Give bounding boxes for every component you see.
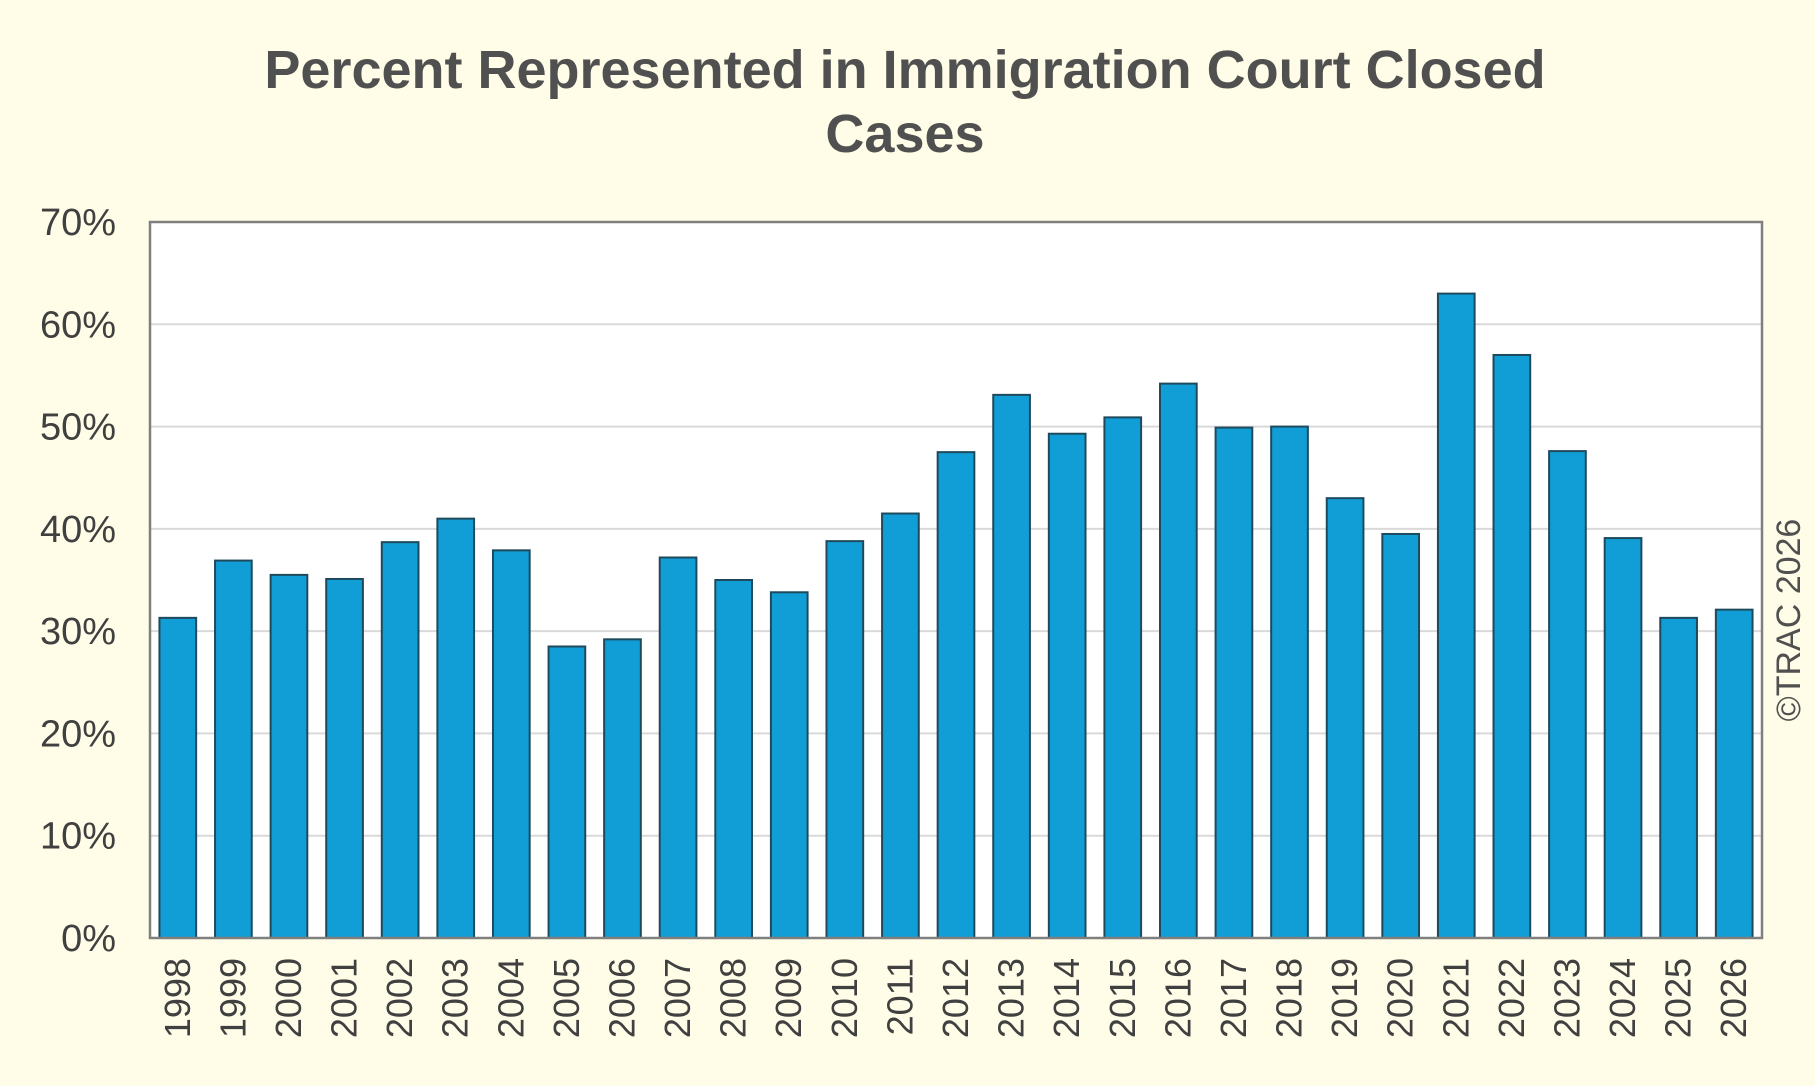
x-tick-label: 2015 bbox=[1102, 958, 1143, 1038]
bar-2005 bbox=[547, 645, 587, 939]
x-tick-label: 2000 bbox=[268, 958, 309, 1038]
y-tick-label: 70% bbox=[40, 202, 116, 244]
bar-2007 bbox=[658, 556, 698, 939]
x-tick-label: 2010 bbox=[824, 958, 865, 1038]
x-tick-label: 2016 bbox=[1157, 958, 1198, 1038]
bar-2003 bbox=[436, 517, 476, 940]
x-tick-label: 2018 bbox=[1269, 958, 1310, 1038]
bar-2026 bbox=[1714, 608, 1754, 939]
bar-2018 bbox=[1270, 425, 1309, 939]
bar-2014 bbox=[1047, 432, 1087, 939]
x-tick-label: 2023 bbox=[1546, 958, 1587, 1038]
bar-2017 bbox=[1214, 426, 1254, 939]
bar-1998 bbox=[158, 616, 198, 939]
bar-2004 bbox=[491, 549, 531, 940]
axes bbox=[148, 220, 1764, 940]
bar-2020 bbox=[1381, 532, 1421, 939]
bar-2000 bbox=[269, 573, 309, 940]
y-tick-label: 20% bbox=[40, 713, 116, 755]
bar-2022 bbox=[1492, 353, 1532, 939]
bar-2023 bbox=[1548, 450, 1587, 939]
bar-2016 bbox=[1159, 382, 1198, 939]
x-tick-label: 2009 bbox=[768, 958, 809, 1038]
x-tick-label: 2006 bbox=[601, 958, 642, 1038]
x-tick-label: 2005 bbox=[546, 958, 587, 1038]
x-tick-label: 2024 bbox=[1602, 958, 1643, 1038]
bar-2012 bbox=[936, 451, 976, 939]
chart-title: Percent Represented in Immigration Court… bbox=[264, 40, 1546, 164]
bar-2015 bbox=[1103, 416, 1143, 939]
x-tick-label: 2021 bbox=[1435, 958, 1476, 1038]
bar-2008 bbox=[714, 579, 753, 939]
bar-2006 bbox=[603, 638, 642, 940]
x-tick-label: 2026 bbox=[1713, 958, 1754, 1038]
x-tick-label: 2003 bbox=[435, 958, 476, 1038]
bar-2001 bbox=[325, 577, 364, 940]
bar-2013 bbox=[992, 393, 1031, 939]
x-tick-labels: 1998 1999 2000 2001 2002 2003 2004 2005 2006 2007… bbox=[157, 958, 1754, 1038]
bar-2019 bbox=[1325, 497, 1365, 939]
y-tick-label: 0% bbox=[61, 918, 116, 960]
y-tick-label: 40% bbox=[40, 509, 116, 551]
x-tick-label: 2014 bbox=[1046, 958, 1087, 1038]
copyright-watermark: ©TRAC 2026 bbox=[1770, 519, 1808, 722]
bar-2010 bbox=[825, 540, 865, 939]
x-tick-label: 1998 bbox=[157, 958, 198, 1038]
x-tick-label: 1999 bbox=[212, 958, 253, 1038]
x-tick-label: 2001 bbox=[324, 958, 365, 1038]
y-tick-label: 60% bbox=[40, 304, 116, 346]
bar-2021 bbox=[1436, 292, 1476, 940]
x-tick-label: 2022 bbox=[1491, 958, 1532, 1038]
bar-2009 bbox=[769, 591, 809, 939]
plot-border bbox=[148, 220, 1764, 940]
x-tick-label: 2019 bbox=[1324, 958, 1365, 1038]
x-tick-label: 2004 bbox=[490, 958, 531, 1038]
x-tick-label: 2007 bbox=[657, 958, 698, 1038]
x-tick-label: 2011 bbox=[879, 958, 920, 1035]
y-tick-label: 10% bbox=[40, 816, 116, 858]
bar-2024 bbox=[1603, 537, 1643, 939]
bar-2011 bbox=[881, 512, 920, 939]
x-tick-label: 2025 bbox=[1658, 958, 1699, 1038]
y-tick-labels: 0% 10% 20% 30% 40% 50% 60% 70% bbox=[40, 202, 116, 960]
x-tick-label: 2013 bbox=[991, 958, 1032, 1038]
y-tick-label: 30% bbox=[40, 611, 116, 653]
x-tick-label: 2012 bbox=[935, 958, 976, 1038]
x-tick-label: 2020 bbox=[1380, 958, 1421, 1038]
bar-2002 bbox=[380, 541, 420, 939]
x-tick-label: 2008 bbox=[713, 958, 754, 1038]
bar-2025 bbox=[1659, 616, 1698, 939]
x-tick-label: 2002 bbox=[379, 958, 420, 1038]
bar-1999 bbox=[214, 559, 253, 940]
x-tick-label: 2017 bbox=[1213, 958, 1254, 1038]
y-tick-label: 50% bbox=[40, 407, 116, 449]
